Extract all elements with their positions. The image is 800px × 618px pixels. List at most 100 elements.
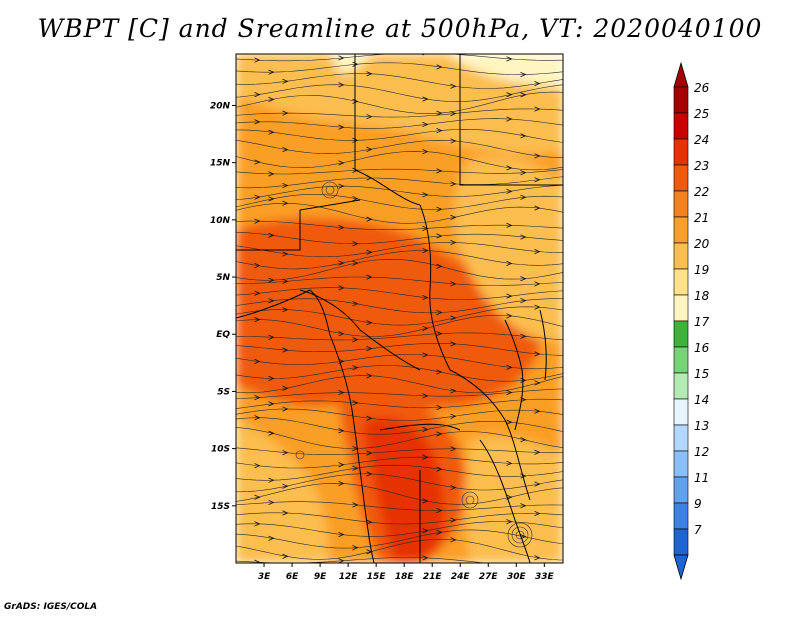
streamline-arrow xyxy=(352,61,359,67)
streamline-arrow xyxy=(506,188,513,194)
streamline-arrow xyxy=(338,480,345,487)
streamline-arrow xyxy=(436,168,443,174)
chart-title: WBPT [C] and Sreamline at 500hPa, VT: 20… xyxy=(37,14,763,43)
colorbar-swatch xyxy=(673,528,689,556)
streamline-arrow xyxy=(534,80,541,87)
colorbar-swatch xyxy=(673,424,689,452)
streamline-eddy xyxy=(511,526,529,544)
x-tick-label: 15E xyxy=(367,572,387,582)
streamline-arrow xyxy=(450,111,457,117)
streamline-arrow xyxy=(436,110,443,116)
colorbar-swatch xyxy=(673,294,689,322)
streamline-arrow xyxy=(422,149,429,155)
streamline-arrow xyxy=(282,385,289,391)
border-line xyxy=(354,54,421,206)
streamline-arrow xyxy=(422,192,429,198)
streamline-arrow xyxy=(520,133,527,139)
streamline-arrow xyxy=(282,553,289,559)
country-borders xyxy=(236,54,563,563)
colorbar-label: 25 xyxy=(694,107,709,121)
streamline-eddy xyxy=(507,522,533,548)
streamline xyxy=(236,168,563,175)
colorbar-label: 26 xyxy=(694,81,710,95)
streamline-arrow xyxy=(506,364,513,370)
streamline-arrow xyxy=(366,519,373,525)
colorbar-label: 23 xyxy=(694,159,709,173)
streamline-arrow xyxy=(422,454,429,460)
border-line xyxy=(504,319,524,431)
streamline-arrow xyxy=(366,471,373,477)
streamline xyxy=(236,398,563,409)
streamline-arrow xyxy=(506,519,513,525)
streamline-arrow xyxy=(520,333,527,339)
y-tick-label: EQ xyxy=(216,330,230,340)
streamline-arrow xyxy=(520,194,527,200)
streamline-arrow xyxy=(338,462,345,468)
streamline-arrow xyxy=(254,92,261,98)
streamline-arrow xyxy=(282,406,289,412)
y-tick-label: 10S xyxy=(211,445,230,455)
colorbar-label: 14 xyxy=(694,393,709,407)
streamline-arrow xyxy=(422,96,429,102)
streamline-arrow xyxy=(352,196,359,202)
streamline-arrow xyxy=(422,528,429,534)
streamline-arrow xyxy=(282,147,289,153)
streamline-arrow xyxy=(254,559,261,563)
streamline-arrow xyxy=(268,277,275,283)
streamline-arrow xyxy=(506,260,513,267)
border-line xyxy=(419,204,451,371)
streamline-eddy xyxy=(295,450,305,460)
streamline-arrow xyxy=(254,57,261,63)
border-line xyxy=(459,54,563,186)
colorbar-swatch xyxy=(673,372,689,400)
streamline-arrow xyxy=(254,494,261,500)
x-tick-label: 9E xyxy=(314,572,327,582)
streamline xyxy=(236,150,563,171)
streamline-eddy xyxy=(515,530,525,540)
y-tick-label: 5N xyxy=(216,273,230,283)
x-tick-label: 27E xyxy=(479,572,499,582)
streamline-arrow xyxy=(534,351,541,357)
streamline-arrow xyxy=(268,96,275,103)
streamline-arrow xyxy=(352,502,359,508)
streamline-arrow xyxy=(422,295,429,301)
streamline-arrow xyxy=(338,285,345,291)
x-tick-label: 3E xyxy=(258,572,271,582)
streamline-eddy xyxy=(321,181,339,199)
streamline-arrow xyxy=(534,380,541,386)
streamline-arrow xyxy=(534,555,541,561)
streamline-arrow xyxy=(268,499,275,506)
streamline-arrow xyxy=(436,64,443,70)
streamline-arrow xyxy=(338,260,345,266)
colorbar-swatch xyxy=(673,242,689,270)
streamline-arrow xyxy=(534,408,541,414)
streamline-arrow xyxy=(422,498,429,504)
colorbar-label: 21 xyxy=(694,211,709,225)
streamline-arrow xyxy=(254,463,261,469)
map-frame xyxy=(235,53,564,564)
streamline-arrow xyxy=(366,249,373,255)
streamline-arrow xyxy=(506,92,513,98)
streamline-arrow xyxy=(436,263,443,269)
streamline-arrow xyxy=(254,218,261,224)
streamline-arrow xyxy=(520,298,527,304)
streamline-arrow xyxy=(520,234,527,240)
streamline-arrow xyxy=(254,194,261,200)
streamline-arrow xyxy=(450,181,457,187)
colorbar-swatch xyxy=(673,502,689,530)
streamline-arrow xyxy=(506,419,513,425)
streamline-arrow xyxy=(520,503,527,509)
streamline-arrow xyxy=(282,483,289,489)
streamline-arrow xyxy=(338,124,345,130)
streamline xyxy=(236,501,563,511)
streamline-arrow xyxy=(352,260,359,266)
streamline xyxy=(236,250,563,270)
streamline-arrow xyxy=(506,165,513,171)
streamline-arrow xyxy=(366,71,373,77)
streamline-arrow xyxy=(450,485,457,491)
colorbar-label: 22 xyxy=(694,185,709,199)
streamline-arrow xyxy=(254,521,261,527)
streamline-arrow xyxy=(450,413,457,419)
colorbar-label: 16 xyxy=(694,341,710,355)
streamline xyxy=(236,91,563,114)
